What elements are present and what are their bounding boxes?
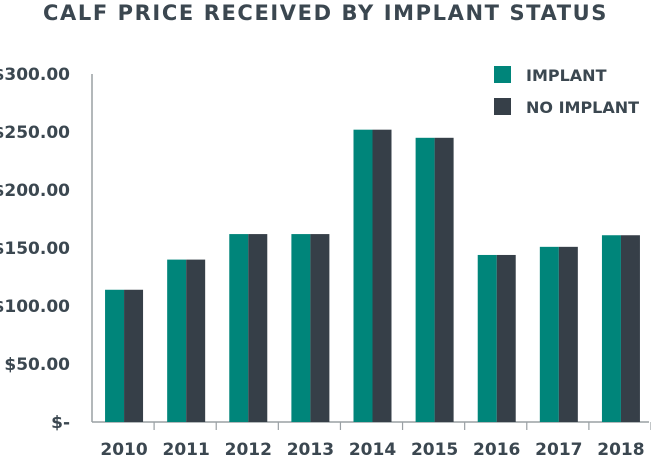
bar-implant-2017: [539, 246, 559, 422]
bar-no-implant-2015: [434, 137, 454, 423]
bar-no-implant-2016: [496, 254, 516, 422]
y-tick-label: $50.00: [4, 355, 70, 375]
bar-no-implant-2018: [620, 235, 640, 422]
y-tick-label: $250.00: [0, 123, 70, 143]
bar-implant-2011: [167, 259, 187, 422]
bar-implant-2012: [229, 234, 249, 422]
legend-label-no-implant: NO IMPLANT: [526, 98, 639, 117]
bar-no-implant-2013: [310, 234, 330, 422]
x-tick-label: 2010: [100, 440, 147, 460]
y-tick-label: $300.00: [0, 65, 70, 85]
bar-implant-2015: [415, 137, 435, 423]
bar-implant-2010: [105, 289, 125, 422]
x-tick-label: 2017: [535, 440, 582, 460]
x-tick-label: 2018: [597, 440, 644, 460]
x-tick-label: 2012: [225, 440, 272, 460]
bar-no-implant-2014: [372, 129, 392, 422]
bar-implant-2014: [353, 129, 373, 422]
x-tick-label: 2014: [349, 440, 396, 460]
y-tick-label: $150.00: [0, 239, 70, 259]
legend-label-implant: IMPLANT: [526, 66, 607, 85]
y-tick-label: $200.00: [0, 181, 70, 201]
bar-implant-2018: [601, 235, 621, 422]
bar-no-implant-2011: [186, 259, 206, 422]
legend-swatch-implant: [494, 66, 511, 83]
x-tick-label: 2015: [411, 440, 458, 460]
bar-implant-2016: [477, 254, 497, 422]
y-tick-label: $-: [51, 413, 70, 433]
x-tick-label: 2013: [287, 440, 334, 460]
bar-implant-2013: [291, 234, 311, 422]
bar-no-implant-2017: [558, 246, 578, 422]
y-tick-label: $100.00: [0, 297, 70, 317]
x-tick-label: 2016: [473, 440, 520, 460]
legend-swatch-no-implant: [494, 98, 511, 115]
x-tick-label: 2011: [163, 440, 210, 460]
bar-no-implant-2012: [248, 234, 268, 422]
chart-title: CALF PRICE RECEIVED BY IMPLANT STATUS: [42, 1, 609, 25]
bar-no-implant-2010: [124, 289, 144, 422]
